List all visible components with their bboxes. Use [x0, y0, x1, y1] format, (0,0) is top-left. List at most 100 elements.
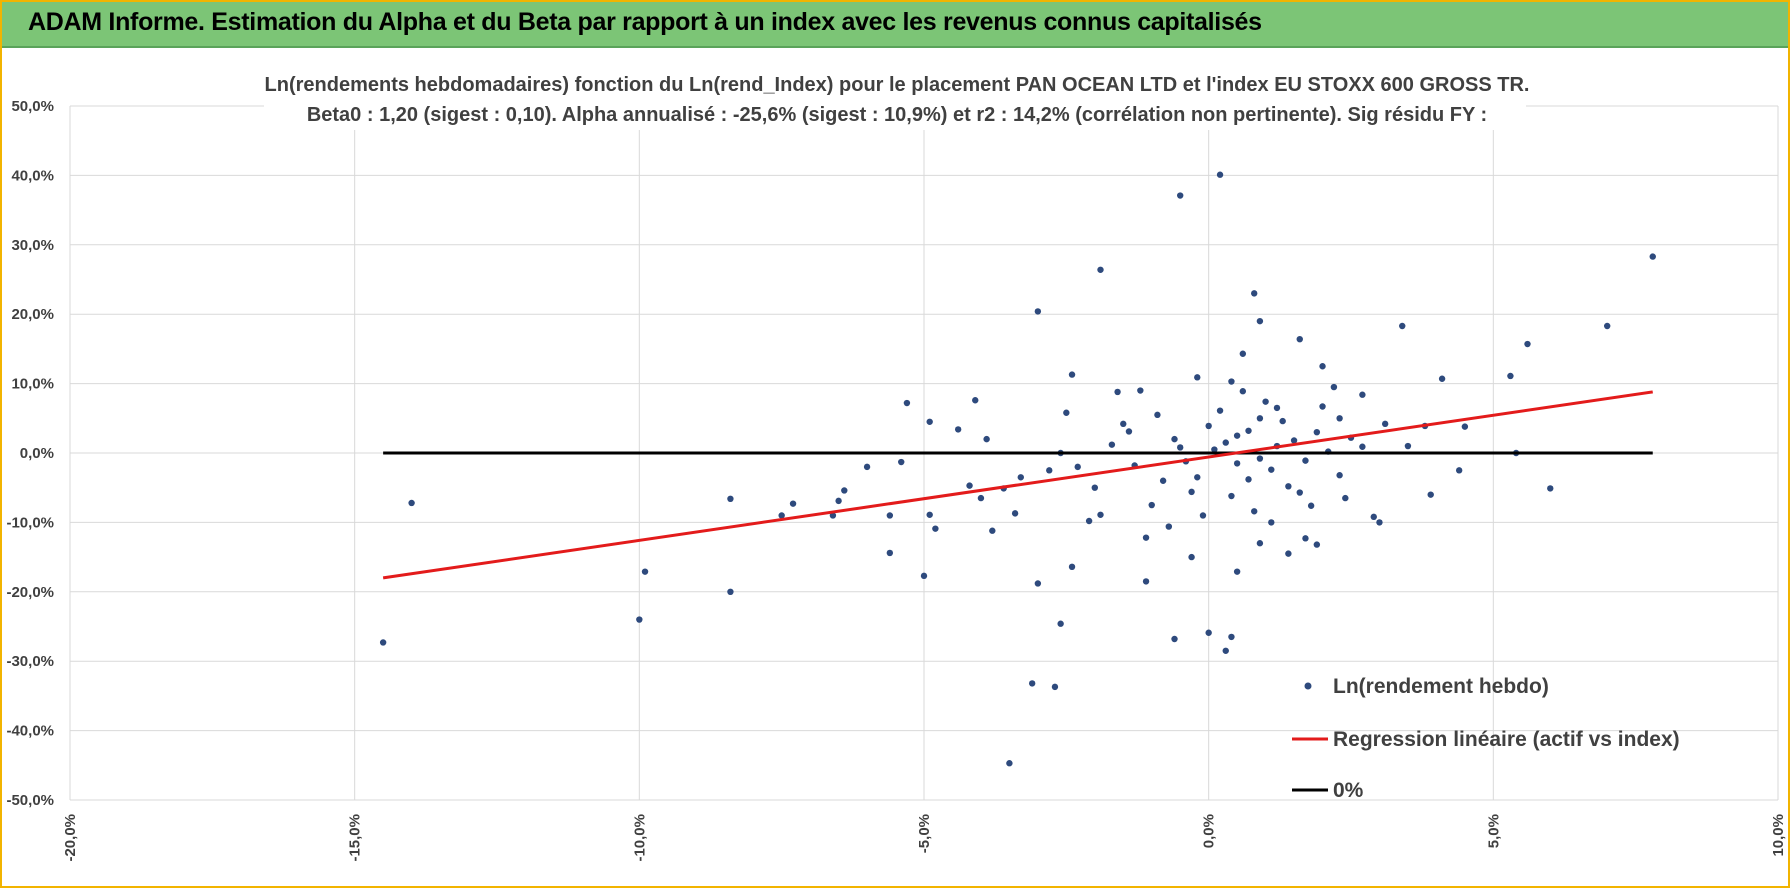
data-point [1194, 374, 1201, 381]
data-point [1649, 253, 1656, 260]
data-point [1239, 388, 1247, 395]
data-point [989, 527, 996, 534]
data-point [1296, 335, 1303, 343]
data-point [1359, 443, 1366, 450]
header-bar: ADAM Informe. Estimation du Alpha et du … [2, 2, 1788, 48]
data-point [966, 482, 973, 489]
data-point [1239, 350, 1247, 357]
data-point [1296, 489, 1303, 496]
data-point [1524, 340, 1531, 348]
data-point [636, 616, 643, 623]
data-point [835, 497, 842, 505]
data-point [1313, 541, 1321, 548]
data-point [1028, 680, 1036, 687]
data-point [1256, 317, 1264, 325]
data-point [1222, 439, 1229, 446]
data-point [932, 525, 939, 532]
data-point [1074, 463, 1081, 471]
data-point [1228, 633, 1235, 641]
data-point [1171, 635, 1178, 643]
data-point [1228, 378, 1235, 385]
y-tick-label: -30,0% [6, 653, 54, 670]
data-point [1063, 409, 1070, 416]
data-point [1108, 441, 1116, 448]
data-point [863, 463, 871, 471]
data-point [926, 418, 933, 425]
data-point [1604, 322, 1611, 330]
data-point [1171, 435, 1178, 443]
data-point [1399, 322, 1406, 330]
data-point [1404, 442, 1412, 450]
data-point [1222, 647, 1229, 654]
y-tick-label: 20,0% [11, 306, 54, 323]
data-point [408, 499, 415, 507]
data-point [1006, 760, 1013, 767]
data-point [1359, 391, 1366, 398]
chart-title-line1: Ln(rendements hebdomadaires) fonction du… [265, 74, 1530, 96]
data-point [1302, 457, 1309, 464]
data-point [1233, 460, 1241, 467]
legend-label-regression: Regression linéaire (actif vs index) [1333, 728, 1680, 751]
data-point [1507, 372, 1514, 380]
data-point [1370, 513, 1377, 521]
x-tick-label: 0,0% [1201, 814, 1218, 848]
series-lines [382, 390, 1653, 580]
data-point [1376, 519, 1383, 526]
data-point [1268, 519, 1275, 526]
data-point [1319, 403, 1326, 410]
data-point [954, 426, 962, 433]
data-point [1216, 171, 1224, 178]
data-point [1342, 494, 1349, 502]
data-point [829, 512, 837, 519]
data-point [1285, 550, 1292, 557]
y-tick-label: -20,0% [6, 584, 54, 601]
data-point [1194, 474, 1201, 481]
data-point [1438, 375, 1446, 382]
data-point [1137, 387, 1144, 394]
data-point [1233, 568, 1241, 575]
data-point [1046, 467, 1053, 474]
data-point [1285, 483, 1292, 490]
x-tick-label: 5,0% [1485, 814, 1502, 848]
data-point [1330, 383, 1338, 391]
y-tick-label: -10,0% [6, 514, 54, 531]
data-point [1205, 422, 1212, 430]
data-point [1336, 472, 1343, 479]
data-point [778, 512, 785, 519]
data-point [1068, 371, 1076, 378]
data-point [1154, 411, 1161, 419]
data-point [1142, 534, 1150, 541]
x-tick-label: -5,0% [916, 814, 933, 853]
data-point [1188, 488, 1195, 496]
data-point [1455, 467, 1463, 474]
x-tick-label: 10,0% [1770, 814, 1787, 857]
data-point [972, 397, 979, 404]
legend-label-zero: 0% [1333, 779, 1364, 802]
data-point [1211, 446, 1218, 453]
data-point [886, 512, 894, 519]
data-point [1461, 423, 1469, 430]
data-point [1256, 455, 1264, 462]
y-axis-ticks: 50,0% 40,0% 30,0% 20,0% 10,0% 0,0% -10,0% -20,0… [6, 98, 54, 809]
data-point [1034, 308, 1042, 315]
data-point [641, 568, 649, 575]
data-point [1199, 512, 1207, 519]
x-tick-label: -10,0% [631, 814, 648, 862]
data-point [1256, 540, 1264, 547]
data-point [789, 500, 797, 507]
data-point [983, 435, 990, 443]
data-point [1245, 476, 1252, 483]
data-point [1011, 510, 1019, 517]
legend-marker-points [1304, 682, 1312, 690]
y-tick-label: -50,0% [6, 792, 54, 809]
data-point [727, 495, 734, 503]
data-point [1268, 466, 1275, 473]
y-tick-label: -40,0% [6, 723, 54, 740]
data-point [1205, 629, 1212, 636]
chart-title-line2: Beta0 : 1,20 (sigest : 0,10). Alpha annu… [307, 104, 1487, 126]
x-axis-ticks: -20,0% -15,0% -10,0% -5,0% 0,0% 5,0% 10,0% [62, 814, 1787, 862]
y-tick-label: 10,0% [11, 376, 54, 393]
data-point [1091, 484, 1099, 491]
data-point [926, 511, 933, 518]
